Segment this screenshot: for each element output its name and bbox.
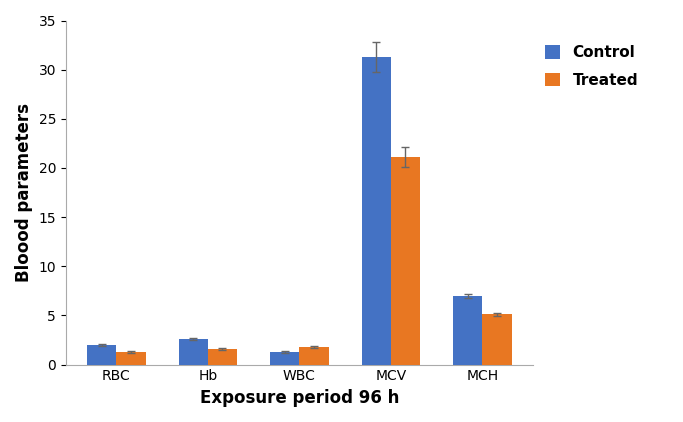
Bar [482,314,512,365]
X-axis label: Exposure period 96 h: Exposure period 96 h [199,389,399,407]
Bar [391,157,420,365]
Bar [270,352,299,365]
Bar [178,339,208,365]
Bar [453,296,482,365]
Bar [116,352,145,365]
Y-axis label: Bloood parameters: Bloood parameters [15,103,33,282]
Bar [299,347,329,365]
Bar [208,349,237,365]
Bar [87,345,116,365]
Legend: Control, Treated: Control, Treated [545,45,638,88]
Bar [361,57,391,365]
